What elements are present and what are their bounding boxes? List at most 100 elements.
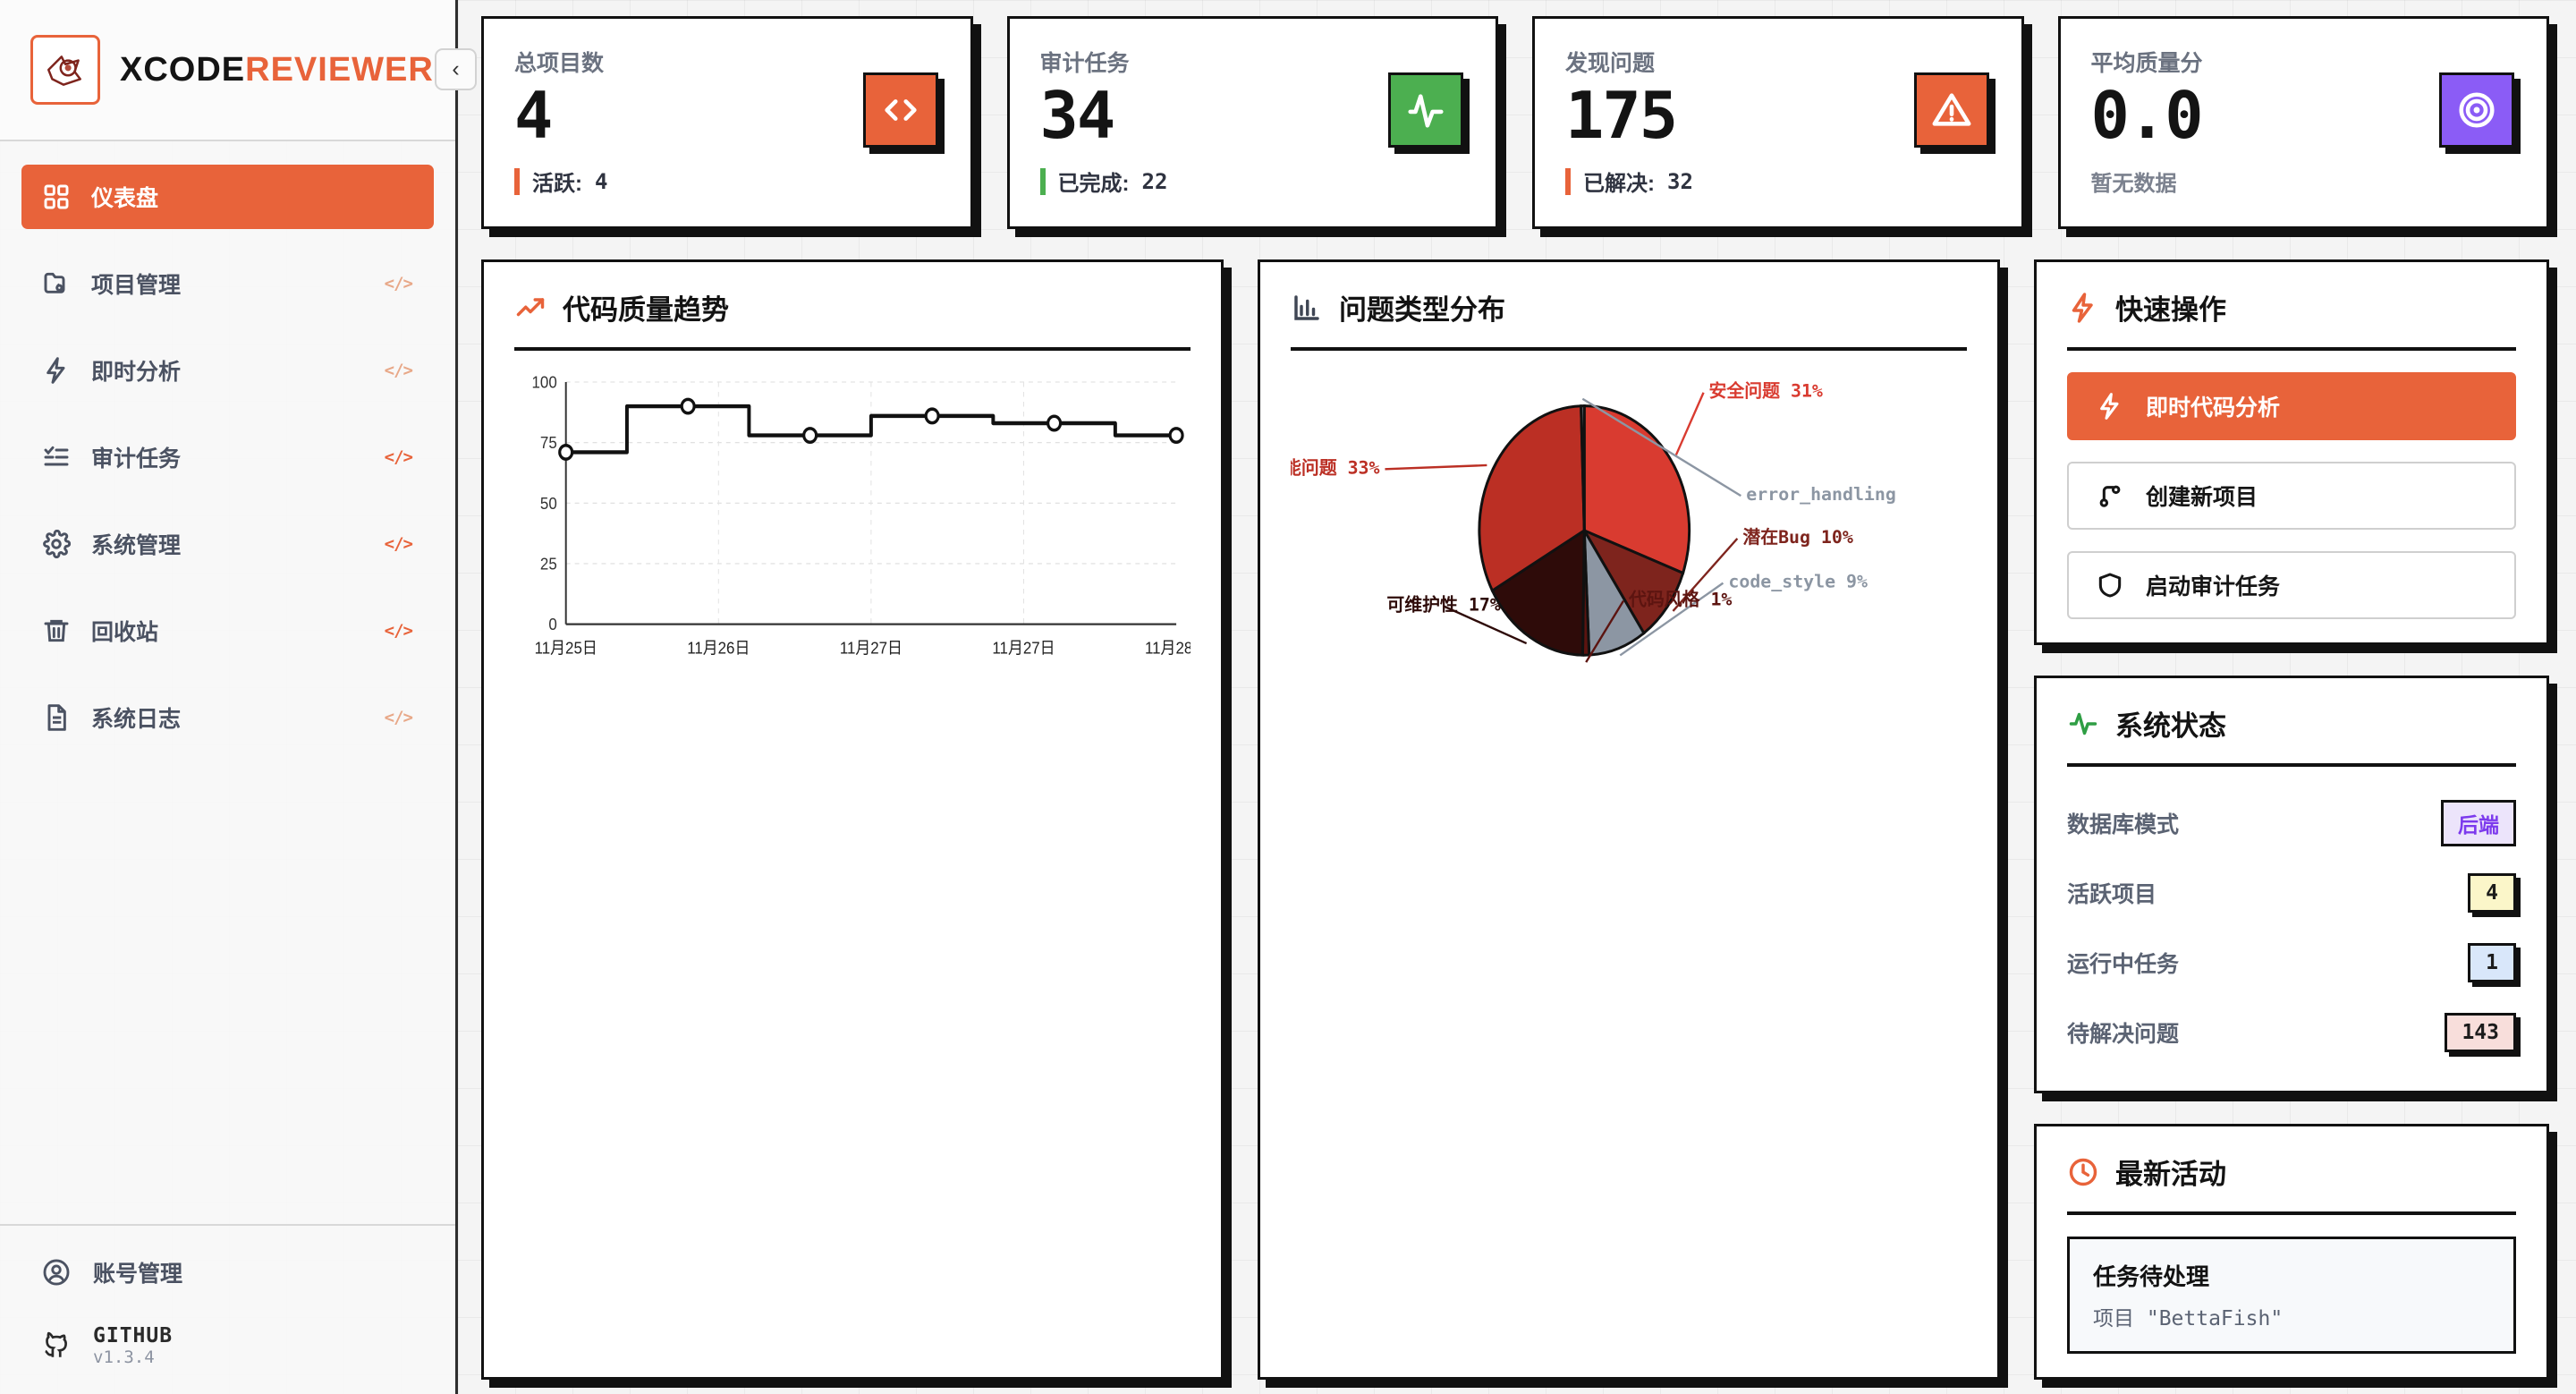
brand-title-part2: REVIEWER [245,50,434,89]
pulse-icon [1388,72,1463,148]
stat-sub-value: 22 [1141,168,1168,194]
sidebar-item-audit-tasks[interactable]: 审计任务 </> [21,425,434,489]
sidebar-item-label: 系统日志 [91,707,182,732]
instant-code-analysis-button[interactable]: 即时代码分析 [2067,372,2516,440]
chevron-left-icon: ‹ [452,56,460,81]
stat-label: 平均质量分 [2090,51,2203,76]
github-link[interactable]: GITHUB v1.3.4 [41,1324,414,1367]
button-label: 启动审计任务 [2146,574,2281,599]
quick-actions-panel: 快速操作 即时代码分析 创建新项目 [2034,259,2549,645]
status-label: 运行中任务 [2067,952,2180,977]
panel-header: 系统状态 [2067,703,2516,763]
charts-row: 代码质量趋势 0 25 50 75 100 11月25日 11月26日 11月27日 11月27… [481,259,2549,1380]
main-content: 总项目数 4 活跃: 4 审计任务 34 已完成: 22 [458,0,2576,1394]
status-badge: 1 [2468,943,2516,982]
status-row-active-projects: 活跃项目 4 [2067,858,2516,928]
svg-text:可维护性 17%: 可维护性 17% [1386,594,1500,615]
svg-text:11月28日: 11月28日 [1145,639,1191,658]
sidebar: XCODEREVIEWER ‹ 仪表盘 [0,0,477,1394]
stat-sub-label: 已解决: [1583,172,1655,196]
shield-icon [2098,573,2122,598]
status-label: 待解决问题 [2067,1022,2180,1047]
zap-icon [2100,393,2119,420]
status-row-database-mode: 数据库模式 后端 [2067,788,2516,858]
stat-card-audit-tasks: 审计任务 34 已完成: 22 [1006,16,1498,229]
sidebar-item-badge: </> [384,708,413,727]
status-badge: 后端 [2441,800,2516,846]
trending-up-icon [516,297,545,316]
stat-value: 0.0 [2090,78,2204,153]
status-badge: 4 [2468,873,2516,913]
create-new-project-button[interactable]: 创建新项目 [2067,462,2516,530]
status-badge: 143 [2445,1013,2516,1052]
svg-text:安全问题 31%: 安全问题 31% [1709,381,1823,402]
panel-header: 代码质量趋势 [514,287,1191,347]
sidebar-item-recycle-bin[interactable]: 回收站 </> [21,599,434,663]
svg-text:11月27日: 11月27日 [992,639,1055,658]
stat-label: 发现问题 [1565,51,1656,76]
app-version: v1.3.4 [93,1347,155,1367]
sidebar-item-system-admin[interactable]: 系统管理 </> [21,512,434,576]
sidebar-item-instant-analysis[interactable]: 即时分析 </> [21,338,434,403]
gear-icon [41,529,72,559]
svg-text:100: 100 [532,373,557,392]
stat-cards-row: 总项目数 4 活跃: 4 审计任务 34 已完成: 22 [481,16,2549,229]
svg-text:75: 75 [540,433,557,452]
svg-text:性能问题 33%: 性能问题 33% [1291,457,1379,478]
activity-icon [2069,712,2097,735]
stat-card-issues-found: 发现问题 175 已解决: 32 [1532,16,2024,229]
stat-sub-label: 已完成: [1057,172,1130,196]
svg-text:25: 25 [540,555,557,574]
svg-text:error_handling: error_handling [1746,484,1896,505]
panel-header: 快速操作 [2067,287,2516,347]
sidebar-item-dashboard[interactable]: 仪表盘 [21,165,434,229]
svg-text:代码风格 1%: 代码风格 1% [1628,589,1732,609]
button-label: 创建新项目 [2146,485,2258,510]
alert-triangle-icon [1913,72,1989,148]
code-icon [862,72,938,148]
svg-text:50: 50 [540,494,557,513]
stat-subtext: 已完成: 22 [1039,166,1466,197]
grid-icon [41,182,72,212]
stat-card-total-projects: 总项目数 4 活跃: 4 [481,16,973,229]
account-management-link[interactable]: 账号管理 [41,1256,414,1288]
stat-sub-label: 活跃: [532,172,582,196]
activity-item-subtitle: 项目 "BettaFish" [2093,1307,2284,1330]
sidebar-collapse-button[interactable]: ‹ [435,48,477,90]
checklist-icon [41,442,72,472]
github-icon [45,1331,67,1357]
activity-item-title: 任务待处理 [2093,1263,2210,1290]
svg-text:code_style 9%: code_style 9% [1728,572,1868,592]
panel-header: 最新活动 [2067,1152,2516,1211]
latest-activity-panel: 最新活动 任务待处理 项目 "BettaFish" [2034,1124,2549,1380]
button-label: 即时代码分析 [2146,395,2281,421]
sidebar-item-system-logs[interactable]: 系统日志 </> [21,685,434,750]
svg-text:0: 0 [548,615,556,633]
issue-type-pie-chart: 安全问题 31% 潜在Bug 10% code_style 9% 代码风格 1% 可维护… [1291,372,1967,667]
right-column: 快速操作 即时代码分析 创建新项目 [2034,259,2549,1380]
zap-icon [41,355,72,386]
system-status-panel: 系统状态 数据库模式 后端 活跃项目 4 运行中任务 1 [2034,676,2549,1093]
code-quality-trend-panel: 代码质量趋势 0 25 50 75 100 11月25日 11月26日 11月27日 11月27… [481,259,1224,1380]
accent-bar [514,167,520,195]
stat-sub-value: 32 [1667,168,1693,194]
svg-text:11月27日: 11月27日 [840,639,902,658]
svg-text:11月26日: 11月26日 [687,639,750,658]
target-icon [2439,72,2514,148]
stat-subtext: 暂无数据 [2090,172,2177,196]
branch-icon [2099,485,2121,507]
svg-text:潜在Bug 10%: 潜在Bug 10% [1742,527,1853,548]
stat-label: 总项目数 [514,51,605,76]
panel-divider [2067,763,2516,767]
stat-card-average-quality: 平均质量分 0.0 暂无数据 [2057,16,2549,229]
stat-value: 34 [1039,78,1116,153]
start-audit-task-button[interactable]: 启动审计任务 [2067,551,2516,619]
stat-value: 4 [514,78,553,153]
panel-header: 问题类型分布 [1291,287,1967,347]
fish-logo-icon [47,55,81,86]
sidebar-item-projects[interactable]: 项目管理 </> [21,251,434,316]
sidebar-item-badge: </> [384,274,413,293]
issue-type-distribution-panel: 问题类型分布 安全问题 31% 潜在Bug 10% code_style 9% 代码风… [1258,259,2000,1380]
activity-item[interactable]: 任务待处理 项目 "BettaFish" [2067,1237,2516,1354]
